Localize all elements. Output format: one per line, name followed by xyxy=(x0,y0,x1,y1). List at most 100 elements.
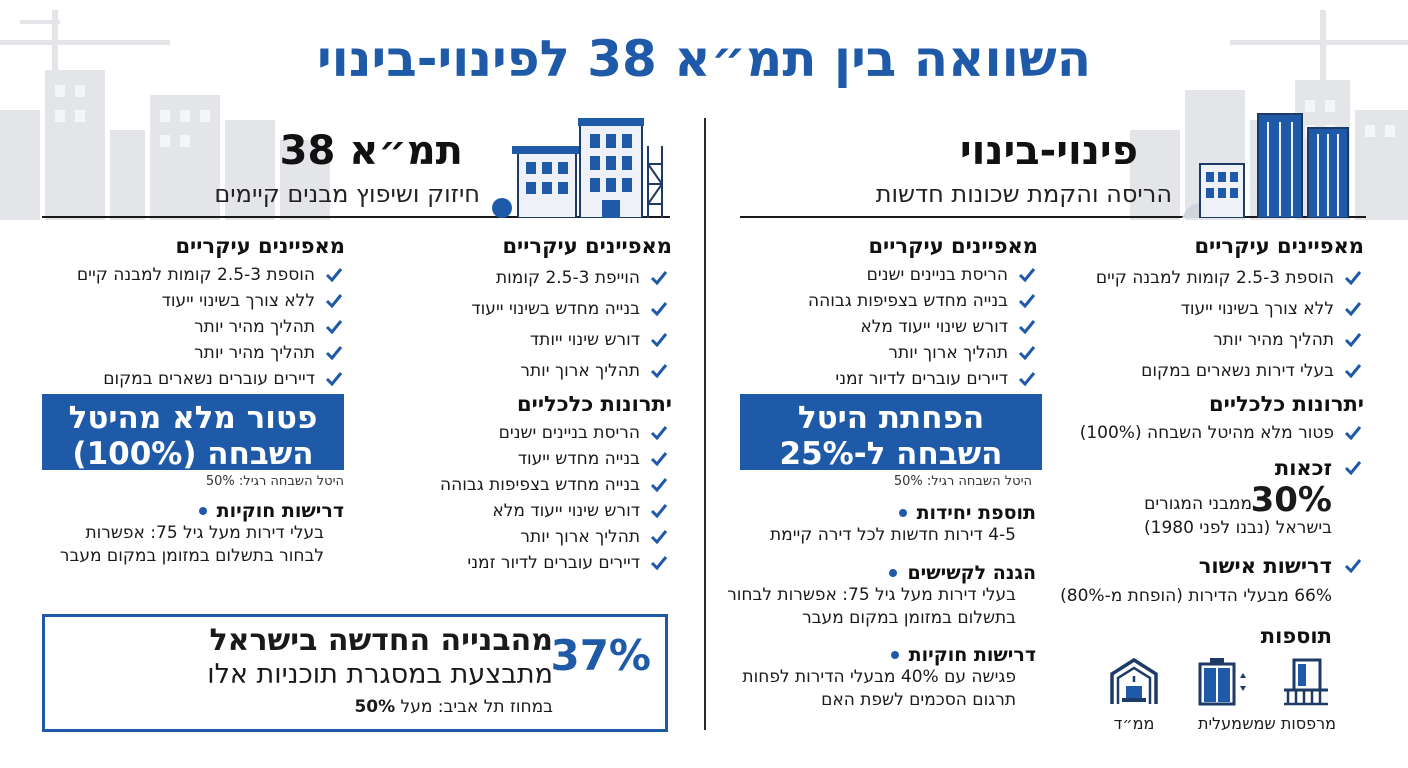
tama-legal-line: בעלי דירות מעל גיל 75: אפשרות xyxy=(85,523,324,543)
tama-box-line2: השבחה (100%) xyxy=(72,436,314,472)
safe-room-icon xyxy=(1110,657,1158,704)
list-item-text: הוספת 2.5-3 קומות למבנה קיים xyxy=(76,265,315,285)
list-item: דיירים עוברים נשארים במקום xyxy=(77,366,345,392)
column-divider xyxy=(704,118,706,730)
pinui-features-heading-b: מאפיינים עיקריים xyxy=(1194,234,1364,258)
list-item-text: דיירים עוברים לדיור זמני xyxy=(467,553,640,573)
checkmark-icon xyxy=(323,264,345,286)
list-item: הוספת 2.5-3 קומות למבנה קיים xyxy=(77,262,345,288)
pinui-econ-heading: יתרונות כלכליים xyxy=(1209,392,1364,416)
pinui-reduction-box: הפחתת היטל השבחה ל-25% xyxy=(740,394,1042,472)
bullet-dot-icon xyxy=(898,509,907,517)
tama-title-underline xyxy=(42,216,670,218)
list-item: תהליך ארוך יותר xyxy=(440,524,670,550)
tama-features-heading-a: מאפיינים עיקריים xyxy=(175,234,345,258)
checkmark-icon xyxy=(1016,342,1038,364)
checkmark-icon xyxy=(323,368,345,390)
balcony-icon xyxy=(1284,658,1328,706)
list-item-text: תהליך ארוך יותר xyxy=(520,360,640,381)
skyline-left-illustration xyxy=(0,10,330,220)
list-item: דורש שינוי ייותד xyxy=(471,324,670,355)
list-item: הוספת 2.5-3 קומות למבנה קיים xyxy=(1096,262,1364,293)
list-item-text: דורש שינוי ייעוד מלא xyxy=(492,501,640,521)
pinui-elderly-block: הגנה לקשישים בעלי דירות מעל גיל 75: אפשר… xyxy=(727,562,1036,630)
pinui-rights-heading: זכאות xyxy=(1274,456,1332,480)
checkmark-icon xyxy=(648,267,670,289)
list-item-text: תהליך ארוך יותר xyxy=(520,527,640,547)
list-item: בנייה מחדש בצפיפות גבוהה xyxy=(808,288,1038,314)
pinui-rights-pct: 30% xyxy=(1250,480,1332,520)
list-item-text: דורש שינוי ייותד xyxy=(529,329,640,350)
tama-features-heading-b: מאפיינים עיקריים xyxy=(502,234,672,258)
pinui-features-heading-a: מאפיינים עיקריים xyxy=(868,234,1038,258)
checkmark-icon xyxy=(1344,559,1362,574)
checkmark-icon xyxy=(1342,298,1364,320)
tama-features-list-b: הוייפת 2.5-3 קומות בנייה מחדש בשינוי ייע… xyxy=(471,262,670,386)
tama-subtitle: חיזוק ושיפוץ מבנים קיימים xyxy=(214,180,480,208)
pinui-units-heading-text: תוספת יחידות xyxy=(916,502,1036,524)
pinui-rights-line1: ממבני המגורים xyxy=(1144,494,1252,514)
checkmark-icon xyxy=(648,500,670,522)
tama-exemption-box: פטור מלא מהיטל השבחה (100%) xyxy=(42,394,344,472)
tama-legal-heading-text: דרישות חוקיות xyxy=(216,500,344,522)
stat-line3-prefix: במחוז תל אביב: מעל xyxy=(400,697,553,717)
tama-legal-line: לבחור בתשלום במזומן במקום מעבר xyxy=(59,546,324,566)
list-item: ללא צורך בשינוי ייעוד xyxy=(1096,293,1364,324)
pinui-title-underline xyxy=(740,216,1366,218)
list-item-text: תהליך מהיר יותר xyxy=(194,343,315,363)
checkmark-icon xyxy=(323,290,345,312)
stat-line2: מתבצעת במסגרת תוכניות אלו xyxy=(207,659,553,690)
pinui-subtitle: הריסה והקמת שכונות חדשות xyxy=(875,180,1172,208)
list-item: הריסת בניינים ישנים xyxy=(808,262,1038,288)
pinui-extras-heading: תוספות xyxy=(1260,624,1332,648)
pinui-box-line1: הפחתת היטל xyxy=(797,400,985,436)
tama-econ-heading: יתרונות כלכליים xyxy=(517,392,672,416)
list-item: תהליך מהיר יותר xyxy=(77,340,345,366)
list-item: תהליך מהיר יותר xyxy=(1096,324,1364,355)
tama-title: תמ״א 38 xyxy=(279,128,463,174)
list-item-text: בנייה מחדש ייעוד xyxy=(517,449,640,469)
stat-box: 37% מהבנייה החדשה בישראל מתבצעת במסגרת ת… xyxy=(42,614,668,732)
checkmark-icon xyxy=(323,316,345,338)
list-item-text: הריסת בניינים ישנים xyxy=(866,265,1008,285)
list-item-text: בעלי דירות נשארים במקום xyxy=(1141,360,1334,381)
pinui-legal-heading-text: דרישות חוקיות xyxy=(908,644,1036,666)
extra-label-saferoom: ממ״ד xyxy=(1113,714,1155,733)
tama-econ-list: הריסת בניינים ישנים בנייה מחדש ייעוד בני… xyxy=(440,420,670,576)
list-item-text: הוספת 2.5-3 קומות למבנה קיים xyxy=(1095,267,1334,288)
checkmark-icon xyxy=(323,342,345,364)
pinui-elderly-heading: הגנה לקשישים xyxy=(727,562,1036,584)
pinui-elderly-heading-text: הגנה לקשישים xyxy=(907,562,1036,584)
pinui-approval-text: 66% מבעלי הדירות (הופחת מ-80%) xyxy=(1060,586,1332,606)
list-item: פטור מלא מהיטל השבחה (100%) xyxy=(1080,420,1364,446)
pinui-units-line: 4-5 דירות חדשות לכל דירה קיימת xyxy=(769,525,1016,545)
extra-label-elevator: מעלית xyxy=(1197,714,1243,733)
tama-legal-heading: דרישות חוקיות xyxy=(60,500,344,522)
list-item-text: דורש שינוי ייעוד מלא xyxy=(860,317,1008,337)
tama-features-list-a: הוספת 2.5-3 קומות למבנה קיים ללא צורך בש… xyxy=(77,262,345,392)
list-item: בעלי דירות נשארים במקום xyxy=(1096,355,1364,386)
list-item: הריסת בניינים ישנים xyxy=(440,420,670,446)
towers-illustration xyxy=(1182,113,1349,218)
checkmark-icon xyxy=(1016,368,1038,390)
list-item-text: פטור מלא מהיטל השבחה (100%) xyxy=(1079,423,1334,443)
list-item-text: בנייה מחדש בצפיפות גבוהה xyxy=(808,291,1008,311)
bullet-dot-icon xyxy=(198,507,207,515)
list-item: תהליך מהיר יותר xyxy=(77,314,345,340)
pinui-elderly-line: בתשלום במזומן במקום מעבר xyxy=(802,608,1016,628)
list-item: תהליך ארוך יותר xyxy=(471,355,670,386)
list-item: דיירים עוברים לדיור זמני xyxy=(808,366,1038,392)
tama-box-note: היטל השבחה רגיל: 50% xyxy=(205,474,344,489)
pinui-features-list-b: הוספת 2.5-3 קומות למבנה קיים ללא צורך בש… xyxy=(1096,262,1364,386)
tama-box-line1: פטור מלא מהיטל xyxy=(68,400,318,436)
list-item: דורש שינוי ייעוד מלא xyxy=(808,314,1038,340)
pinui-legal-heading: דרישות חוקיות xyxy=(742,644,1036,666)
list-item: הוייפת 2.5-3 קומות xyxy=(471,262,670,293)
pinui-units-heading: תוספת יחידות xyxy=(770,502,1036,524)
checkmark-icon xyxy=(648,552,670,574)
checkmark-icon xyxy=(648,474,670,496)
list-item: בנייה מחדש בצפיפות גבוהה xyxy=(440,472,670,498)
list-item-text: בנייה מחדש בצפיפות גבוהה xyxy=(440,475,640,495)
checkmark-icon xyxy=(648,360,670,382)
pinui-legal-line: תרגום הסכמים לשפת האם xyxy=(821,690,1016,710)
